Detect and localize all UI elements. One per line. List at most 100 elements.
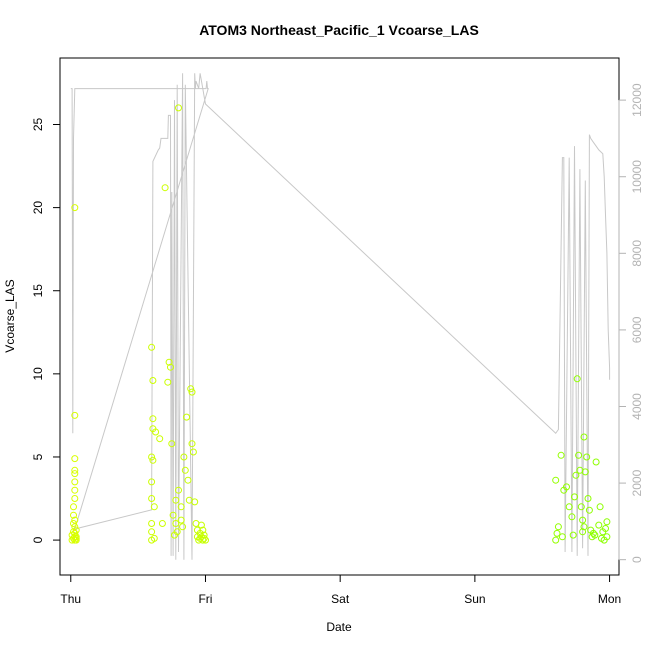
data-point <box>553 529 561 537</box>
data-point <box>168 440 176 448</box>
data-point <box>71 486 79 494</box>
data-point <box>595 521 603 529</box>
data-point <box>181 466 189 474</box>
data-point <box>199 526 207 534</box>
data-point <box>148 478 156 486</box>
data-point <box>70 511 77 519</box>
data-point <box>71 466 79 474</box>
data-point <box>177 516 185 524</box>
right-y-tick-label: 0 <box>630 556 644 563</box>
right-y-tick-label: 4000 <box>630 393 644 420</box>
data-point <box>72 526 80 534</box>
data-point <box>200 534 208 542</box>
data-point <box>70 503 77 511</box>
data-point <box>148 453 156 461</box>
data-point <box>573 375 581 383</box>
data-point <box>197 521 205 529</box>
right-y-tick-label: 10000 <box>630 160 644 194</box>
data-point <box>568 513 576 521</box>
data-point <box>571 493 578 501</box>
x-tick-label: Thu <box>60 592 81 606</box>
data-point <box>188 388 196 396</box>
data-point <box>581 468 589 476</box>
data-point <box>585 506 593 514</box>
right-y-tick-label: 8000 <box>630 240 644 267</box>
data-point <box>200 531 208 539</box>
data-point <box>150 534 158 542</box>
data-point <box>603 533 611 541</box>
data-point <box>71 204 79 212</box>
data-point <box>558 533 566 541</box>
data-point <box>152 428 160 436</box>
data-point <box>179 523 187 531</box>
data-point <box>72 533 80 541</box>
data-point <box>563 483 570 491</box>
data-point <box>589 529 597 537</box>
data-point <box>602 525 609 532</box>
data-point <box>554 523 562 531</box>
data-point <box>71 478 79 486</box>
data-point <box>572 471 580 479</box>
data-point <box>165 358 173 366</box>
left-y-axis: 0 5 10 15 20 25 <box>31 118 61 543</box>
data-point <box>173 528 181 536</box>
data-point <box>71 470 79 478</box>
data-point <box>565 503 573 511</box>
data-point <box>156 435 164 443</box>
data-point <box>202 536 209 544</box>
left-y-tick-label: 5 <box>31 453 45 460</box>
data-point <box>158 520 166 527</box>
left-y-tick-label: 15 <box>31 284 45 298</box>
data-point <box>189 448 197 456</box>
right-y-axis: 0 2000 4000 6000 8000 10000 12000 <box>618 83 644 563</box>
data-point <box>148 520 156 527</box>
data-point <box>580 433 588 441</box>
data-point <box>183 413 191 421</box>
data-point <box>592 458 600 466</box>
data-point <box>603 518 611 526</box>
data-point <box>71 523 79 531</box>
data-point <box>184 476 192 484</box>
data-point <box>148 343 156 351</box>
data-point <box>149 415 157 423</box>
data-point <box>72 536 80 544</box>
data-point <box>580 523 588 531</box>
data-point <box>180 453 188 461</box>
data-point <box>149 456 157 464</box>
data-point <box>557 451 565 459</box>
series-layer <box>68 73 611 560</box>
data-point <box>584 495 592 502</box>
left-y-tick-label: 20 <box>31 201 45 215</box>
data-point <box>71 411 79 419</box>
data-point <box>71 455 79 463</box>
data-point <box>71 529 79 537</box>
data-point <box>552 536 560 544</box>
data-point <box>552 476 560 484</box>
data-point <box>175 104 182 112</box>
x-tick-label: Mon <box>598 592 621 606</box>
data-point <box>149 377 157 384</box>
x-axis: Thu Fri Sat Sun Mon <box>60 574 621 606</box>
data-point <box>579 516 587 524</box>
data-point <box>188 440 196 448</box>
data-point <box>577 503 585 511</box>
data-point <box>579 528 587 536</box>
data-point <box>177 503 185 511</box>
data-point <box>199 536 207 544</box>
data-point <box>164 378 172 386</box>
data-point <box>575 451 583 459</box>
left-y-tick-label: 10 <box>31 367 45 381</box>
data-point <box>169 511 177 519</box>
data-point <box>591 531 599 539</box>
data-point <box>569 531 577 539</box>
data-point <box>71 516 79 524</box>
right-y-tick-label: 2000 <box>630 469 644 496</box>
x-tick-label: Sat <box>331 592 350 606</box>
right-y-tick-label: 12000 <box>630 83 644 117</box>
data-point <box>71 495 79 502</box>
data-point <box>167 363 174 371</box>
data-point <box>172 520 180 527</box>
left-y-tick-label: 0 <box>31 536 45 543</box>
secondary-series-line <box>70 73 611 560</box>
